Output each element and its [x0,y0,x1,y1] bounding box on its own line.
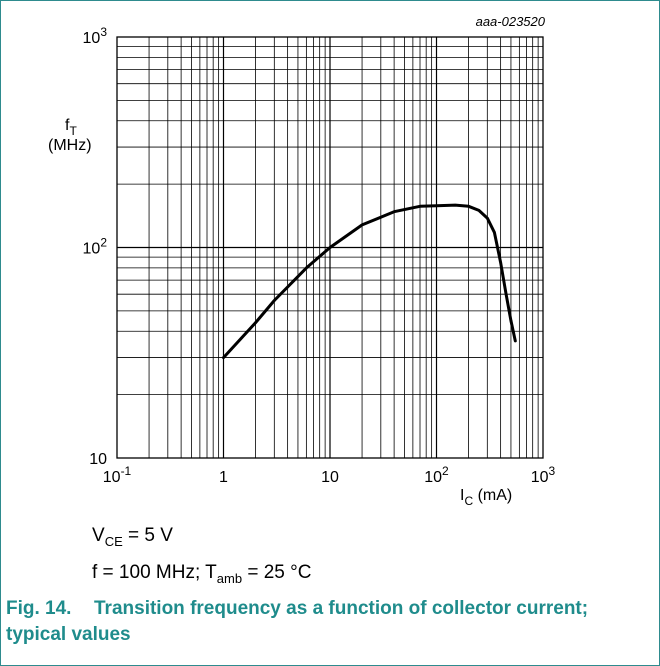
figure-number: Fig. 14. [6,598,72,619]
x-tick-label: 10 [321,469,339,486]
condition-temp-sub: amb [216,570,243,586]
x-tick-label-base: 10 [103,469,121,486]
y-tick-label-exponent: 3 [100,25,107,39]
x-tick-label-base: 10 [321,469,339,486]
figure-caption-text: Transition frequency as a function of co… [6,598,589,645]
figure-caption: Fig. 14. Transition frequency as a functi… [6,596,646,648]
condition-vce-a: V [92,525,105,546]
y-tick-label: 102 [83,236,108,258]
condition-freq-a: f = 100 MHz; T [92,562,217,583]
condition-temp-b: = 25 °C [242,562,312,583]
x-axis-label-sub: C [464,494,473,508]
x-tick-label-exponent: 3 [549,464,556,478]
y-tick-label: 10 [89,451,107,468]
plot-area-border [116,36,544,459]
y-tick-label-base: 10 [89,451,107,468]
x-tick-label: 1 [219,469,228,486]
x-tick-label: 103 [531,464,556,486]
x-tick-label-exponent: -1 [121,464,132,478]
y-axis-label-main: f [65,117,70,134]
x-tick-label-base: 1 [219,469,228,486]
x-tick-label-exponent: 2 [442,464,449,478]
condition-vce: VCE = 5 V [92,525,173,549]
x-tick-label: 102 [424,464,449,486]
condition-vce-sub: CE [104,533,123,549]
x-axis-label: IC (mA) [460,487,512,508]
x-tick-label: 10-1 [103,464,132,486]
y-axis-unit: (MHz) [48,137,92,154]
condition-vce-b: = 5 V [122,525,173,546]
y-tick-label: 103 [83,25,108,47]
y-axis-label-sub: T [69,124,77,138]
y-tick-label-base: 10 [83,30,101,47]
y-tick-label-base: 10 [83,241,101,258]
x-tick-label-base: 10 [531,469,549,486]
x-axis-label-main: I [460,487,464,504]
condition-freq-temp: f = 100 MHz; Tamb = 25 °C [92,562,311,586]
x-axis-label-unit: (mA) [473,487,512,504]
series-line-ft [222,203,517,360]
y-axis-label: fT [65,117,77,138]
x-tick-label-base: 10 [424,469,442,486]
figure-id: aaa-023520 [476,14,546,29]
y-tick-label-exponent: 2 [100,236,107,250]
